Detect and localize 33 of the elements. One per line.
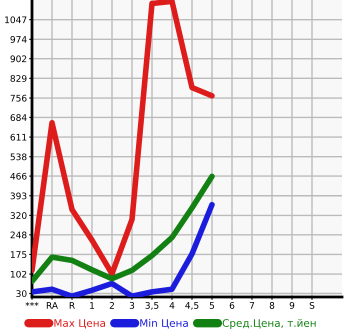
y-tick-label: 466 (10, 172, 27, 180)
y-tick-label: 974 (10, 36, 27, 43)
y-tick-label: 393 (10, 192, 26, 200)
y-tick-label: 611 (10, 134, 26, 141)
y-tick-label: 756 (10, 94, 27, 102)
y-tick-label: 684 (10, 114, 27, 121)
x-tick-label: 9 (290, 302, 294, 309)
x-tick-label: RA (46, 302, 58, 309)
legend-label: Max Цена (54, 319, 106, 328)
x-tick-label: *** (26, 302, 38, 306)
y-tick-label: 1047 (5, 16, 26, 24)
y-tick-label: 902 (10, 55, 26, 62)
legend-label: Min Цена (140, 318, 188, 328)
x-tick-label: 3 (130, 302, 134, 309)
x-tick-label: 7 (250, 302, 254, 309)
x-tick-label: 4,5 (185, 302, 198, 310)
x-tick-label: 4 (170, 302, 174, 309)
x-tick-label: 6 (230, 302, 234, 309)
x-tick-label: S (310, 302, 314, 309)
x-tick-label: R (70, 302, 75, 309)
x-tick-label: 8 (270, 302, 274, 309)
legend-label: Сред.Цена, т.йен (222, 318, 316, 329)
y-tick-label: 175 (10, 251, 26, 258)
y-tick-label: 320 (10, 212, 27, 219)
x-tick-label: 5 (210, 302, 214, 309)
x-tick-label: 1 (90, 302, 94, 309)
y-tick-label: 248 (10, 232, 27, 238)
y-tick-label: 829 (10, 75, 27, 82)
x-tick-label: 3,5 (146, 302, 158, 310)
y-tick-label: 538 (10, 153, 27, 160)
y-tick-label: 30 (16, 290, 27, 298)
x-tick-label: 2 (110, 302, 114, 309)
y-tick-label: 102 (10, 270, 26, 278)
